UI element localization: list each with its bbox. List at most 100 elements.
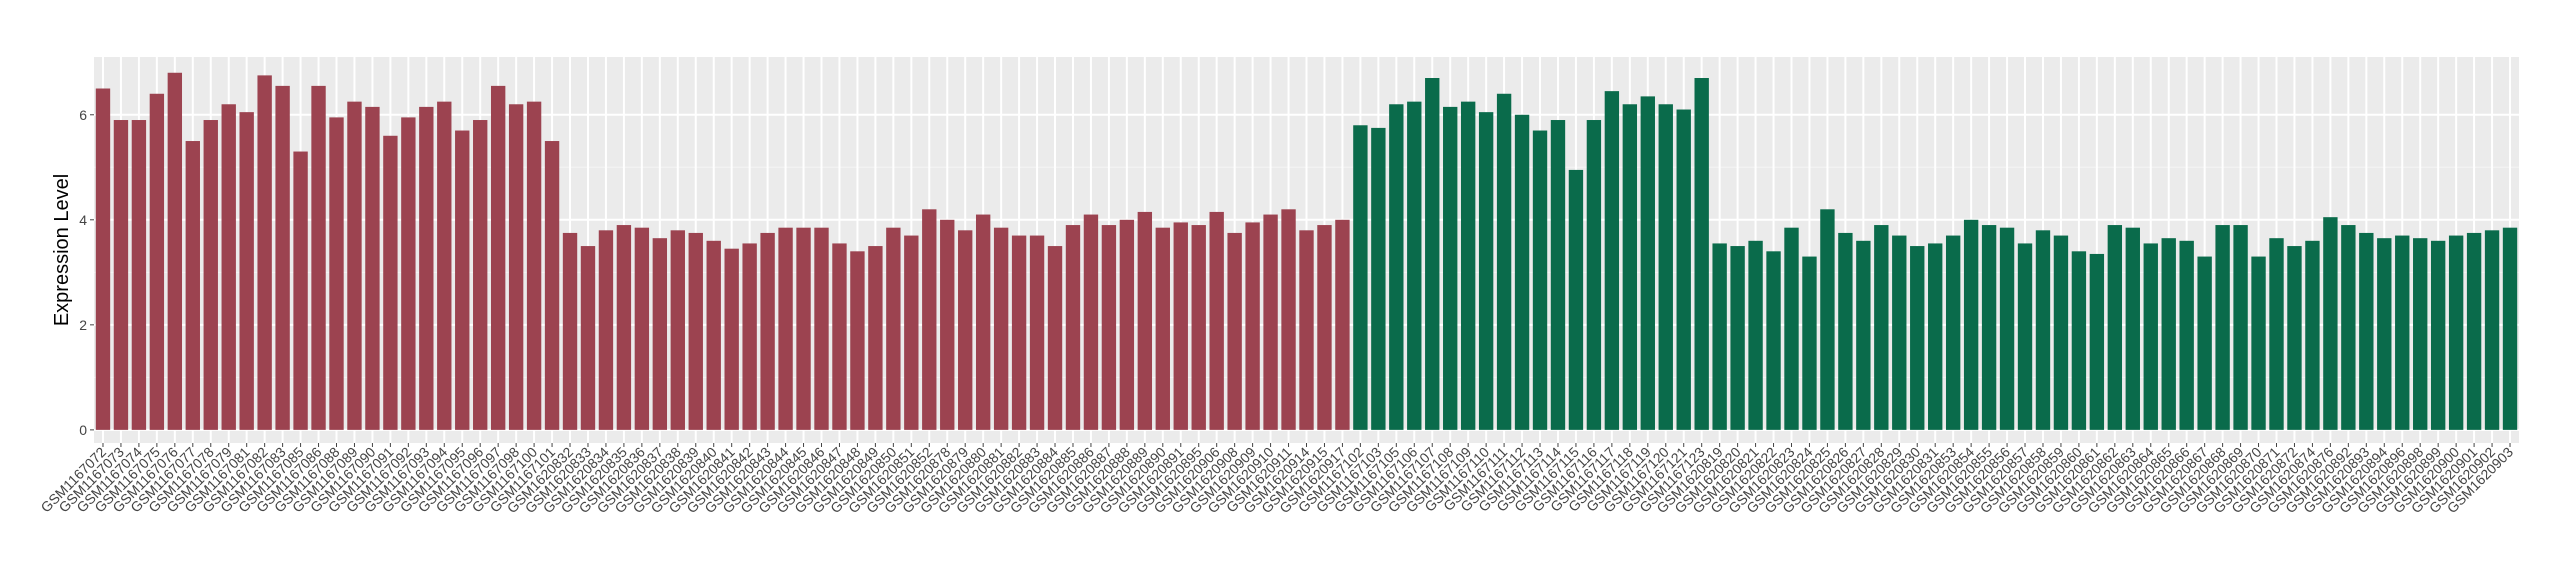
bar	[437, 101, 452, 430]
bar	[2251, 256, 2266, 430]
bar	[2359, 232, 2374, 430]
bar	[1496, 93, 1512, 430]
bar	[688, 232, 703, 430]
bar	[2323, 217, 2338, 430]
bar	[2269, 238, 2284, 430]
bar	[1209, 211, 1224, 430]
bar	[1029, 235, 1045, 430]
bar	[383, 135, 398, 430]
bar	[1353, 125, 1368, 430]
bar	[1119, 219, 1135, 430]
bar	[2161, 238, 2176, 430]
bar	[1478, 112, 1494, 430]
bar	[1425, 78, 1440, 430]
bar	[221, 104, 236, 430]
bar	[2466, 232, 2482, 430]
bar	[1640, 96, 1655, 430]
bar	[1101, 225, 1117, 430]
bar	[329, 117, 344, 430]
bar	[311, 85, 326, 430]
bar	[922, 209, 937, 430]
bar	[1910, 246, 1925, 430]
bar	[1335, 219, 1350, 430]
bar	[850, 251, 865, 430]
bar	[1730, 246, 1745, 430]
bar	[993, 227, 1009, 430]
bar	[2448, 235, 2464, 430]
bar	[1460, 101, 1476, 430]
bar	[886, 227, 901, 430]
bar	[2053, 235, 2069, 430]
bar	[2502, 227, 2518, 430]
bar	[1371, 127, 1386, 430]
bar	[958, 230, 973, 430]
bar	[2035, 230, 2051, 430]
bar	[562, 232, 578, 430]
bar	[1928, 243, 1943, 430]
bar	[293, 151, 308, 430]
y-tick-label: 2	[79, 317, 87, 333]
bar	[1514, 114, 1530, 430]
bar	[1191, 225, 1206, 430]
bar	[634, 227, 650, 430]
bar	[2377, 238, 2392, 430]
bar	[742, 243, 757, 430]
bar	[1155, 227, 1170, 430]
bar	[706, 240, 721, 430]
bar	[490, 85, 506, 430]
bar	[2197, 256, 2212, 430]
bar	[1892, 235, 1907, 430]
bar	[1047, 246, 1063, 430]
bar	[616, 225, 632, 430]
bar	[167, 72, 183, 430]
bar	[832, 243, 847, 430]
bar	[814, 227, 829, 430]
y-tick-label: 0	[79, 422, 87, 438]
bar	[401, 117, 416, 430]
bar	[365, 106, 380, 430]
bar	[1443, 106, 1458, 430]
bar	[95, 88, 111, 430]
bar	[1011, 235, 1027, 430]
bar	[1586, 120, 1602, 430]
bar	[1299, 230, 1314, 430]
bar	[1694, 78, 1709, 430]
bar	[2107, 225, 2123, 430]
bar	[1389, 104, 1404, 430]
bar	[257, 75, 272, 430]
bar	[2395, 235, 2410, 430]
bar	[1784, 227, 1799, 430]
bar	[1568, 169, 1584, 430]
bar	[1407, 101, 1422, 430]
y-tick-label: 4	[79, 212, 87, 228]
bar	[778, 227, 793, 430]
bar	[1676, 109, 1691, 430]
bar	[1137, 211, 1153, 430]
bar	[1245, 222, 1260, 430]
bar	[2287, 246, 2302, 430]
bar	[2430, 240, 2446, 430]
bar	[1083, 214, 1099, 430]
bar	[203, 120, 218, 430]
bar	[1173, 222, 1188, 430]
bar	[975, 214, 991, 430]
bar	[2305, 240, 2320, 430]
bar	[1963, 219, 1979, 430]
bar	[940, 219, 955, 430]
bar	[1263, 214, 1278, 430]
bar	[2017, 243, 2033, 430]
bar	[1766, 251, 1781, 430]
bar	[419, 106, 434, 430]
bar	[598, 230, 614, 430]
bar	[1227, 232, 1242, 430]
bar	[185, 141, 200, 430]
bar	[1658, 104, 1673, 430]
bar	[1802, 256, 1817, 430]
bar	[239, 112, 254, 430]
bar	[526, 101, 542, 430]
bar	[1945, 235, 1961, 430]
bar	[1981, 225, 1997, 430]
bar	[1550, 120, 1566, 430]
bar	[670, 230, 685, 430]
